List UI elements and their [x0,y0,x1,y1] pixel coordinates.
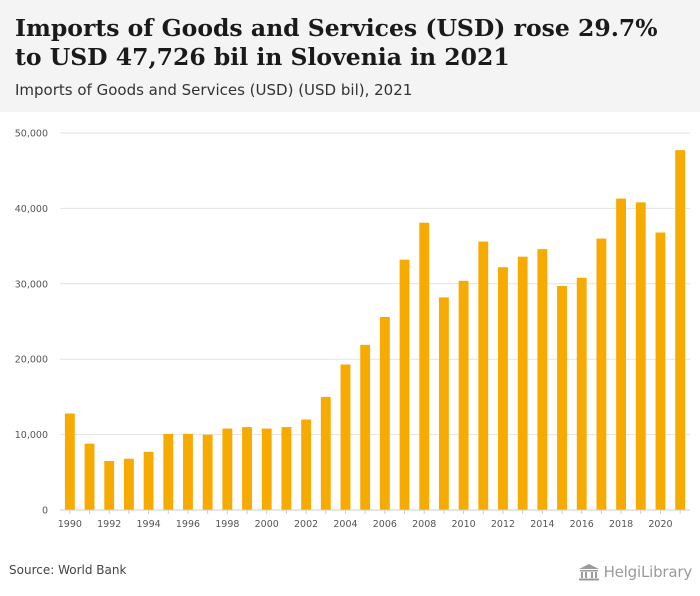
chart-subtitle: Imports of Goods and Services (USD) (USD… [15,81,413,99]
y-tick-label: 0 [42,506,48,517]
bar [616,198,627,510]
x-tick-label: 2006 [373,519,397,530]
bar [517,256,528,510]
bar [123,458,134,510]
bar-chart: 0 10,000 20,000 30,000 40,000 50,000 1990 1992 1… [15,129,690,530]
x-tick-label: 1994 [137,519,161,530]
x-tick-label: 2014 [530,519,554,530]
x-tick-label: 2002 [294,519,318,530]
bar [399,259,410,510]
bar [537,249,548,510]
bar [596,238,607,510]
bar [360,344,371,510]
x-tick-label: 2016 [570,519,594,530]
bar [104,460,115,510]
x-tick-label: 1990 [58,519,82,530]
bar [163,433,174,510]
x-tick-label: 2004 [333,519,357,530]
bar [557,286,567,510]
bar [301,419,312,510]
brand-name: HelgiLibrary [603,563,693,581]
helgilibrary-logo: HelgiLibrary [578,561,692,583]
bar [64,413,75,510]
bar [84,443,95,510]
bar [379,316,390,510]
x-tick-label: 1998 [215,519,239,530]
bar [261,428,272,510]
chart-title: Imports of Goods and Services (USD) rose… [15,14,658,71]
bar [576,277,587,510]
y-tick-label: 40,000 [15,204,48,215]
bar [183,433,193,510]
bar [635,202,646,511]
x-tick-label: 2010 [452,519,476,530]
bar [438,297,449,510]
y-tick-label: 50,000 [15,129,48,140]
bar [320,396,331,510]
bar [478,241,489,511]
x-tick-label: 2018 [609,519,633,530]
bar [222,428,233,510]
x-tick-label: 2020 [648,519,672,530]
bar [675,150,686,510]
bar [419,222,430,510]
source-note: Source: World Bank [9,563,127,577]
y-tick-label: 30,000 [15,279,48,290]
x-tick-label: 2000 [255,519,279,530]
x-tick-label: 1992 [97,519,121,530]
x-tick-label: 1996 [176,519,200,530]
bar [458,280,469,510]
bar [202,434,213,510]
bar [242,427,252,510]
y-tick-label: 10,000 [15,430,48,441]
bar [281,427,292,510]
library-building-icon [578,564,599,581]
bar [340,364,351,510]
y-tick-label: 20,000 [15,355,48,366]
bar [655,232,666,510]
x-tick-label: 2008 [412,519,436,530]
chart-header: Imports of Goods and Services (USD) rose… [0,0,700,112]
x-tick-label: 2012 [491,519,515,530]
bar [143,451,154,510]
bar [498,267,508,510]
